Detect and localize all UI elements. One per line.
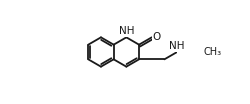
Text: NH: NH [169, 41, 185, 51]
Text: NH: NH [118, 26, 134, 36]
Text: O: O [153, 32, 161, 42]
Text: CH₃: CH₃ [204, 47, 222, 57]
